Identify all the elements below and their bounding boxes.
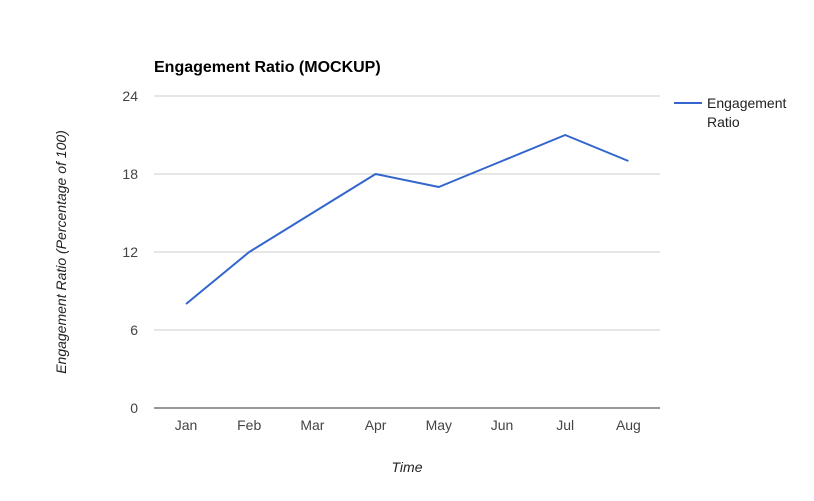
- x-axis-ticks: Jan Feb Mar Apr May Jun Jul Aug: [175, 417, 641, 433]
- x-tick-label: Jan: [175, 417, 198, 433]
- gridlines: [154, 95, 660, 331]
- legend-label: Engagement Ratio: [707, 95, 790, 130]
- y-axis-title: Engagement Ratio (Percentage of 100): [53, 130, 69, 374]
- x-tick-label: Aug: [616, 417, 641, 433]
- y-axis-ticks: 0 6 12 18 24: [122, 88, 138, 416]
- y-tick-label: 12: [122, 244, 138, 260]
- x-tick-label: Feb: [237, 417, 261, 433]
- x-tick-label: May: [426, 417, 452, 433]
- x-tick-label: Jul: [556, 417, 574, 433]
- legend: Engagement Ratio: [674, 95, 790, 130]
- y-tick-label: 24: [122, 88, 138, 104]
- legend-label-line-2: Ratio: [707, 114, 740, 130]
- x-axis-title: Time: [392, 459, 423, 475]
- chart-title: Engagement Ratio (MOCKUP): [154, 59, 381, 76]
- y-tick-label: 0: [130, 400, 138, 416]
- y-tick-label: 18: [122, 166, 138, 182]
- legend-label-line-1: Engagement: [707, 95, 787, 111]
- series-line: [185, 134, 629, 305]
- series-lines: [185, 134, 629, 305]
- x-tick-label: Mar: [300, 417, 324, 433]
- x-tick-label: Jun: [491, 417, 514, 433]
- y-tick-label: 6: [130, 322, 138, 338]
- x-tick-label: Apr: [365, 417, 387, 433]
